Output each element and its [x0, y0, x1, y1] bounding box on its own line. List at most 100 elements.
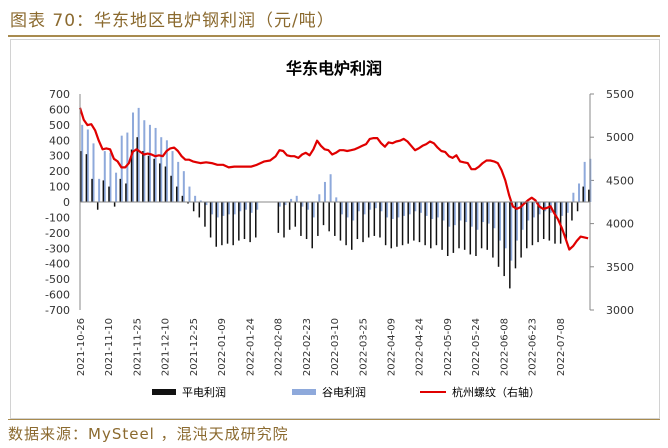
bar-valley	[561, 202, 564, 216]
right-tick-label: 3000	[606, 304, 634, 317]
x-tick-label: 2021-11-25	[132, 318, 143, 376]
bar-valley	[318, 194, 321, 202]
bar-valley	[171, 151, 174, 202]
bar-flat	[91, 178, 93, 202]
left-tick-label: -600	[45, 289, 70, 302]
bar-valley	[544, 202, 547, 212]
bar-flat	[277, 202, 280, 233]
bar-valley	[188, 186, 191, 202]
bar-flat	[80, 151, 82, 202]
bar-valley	[538, 202, 541, 215]
bar-valley	[250, 202, 253, 213]
bar-flat	[475, 202, 477, 256]
left-tick-label: -200	[45, 227, 70, 240]
bar-flat	[96, 202, 99, 210]
bar-valley	[120, 135, 123, 202]
bar-flat	[418, 202, 421, 243]
legend-swatch-flat	[152, 389, 176, 395]
bar-valley	[436, 202, 439, 218]
bar-flat	[486, 202, 488, 250]
right-tick-label: 3500	[606, 261, 634, 274]
series-valley-profit	[81, 107, 592, 261]
bar-flat	[226, 202, 229, 244]
bar-valley	[222, 202, 225, 216]
bar-flat	[181, 195, 184, 202]
bar-valley	[115, 172, 118, 202]
bar-flat	[469, 202, 472, 255]
bar-flat	[407, 202, 409, 244]
bar-flat	[554, 202, 556, 244]
bar-valley	[132, 112, 135, 202]
bar-valley	[357, 202, 360, 212]
bar-valley	[374, 202, 377, 209]
bar-valley	[419, 202, 422, 213]
title-divider	[8, 35, 660, 37]
bar-flat	[463, 202, 466, 250]
bar-flat	[452, 202, 455, 253]
bar-flat	[317, 202, 319, 236]
bar-flat	[424, 202, 426, 246]
bar-valley	[290, 198, 293, 202]
bar-flat	[322, 202, 325, 226]
bar-flat	[249, 202, 251, 243]
bar-flat	[311, 202, 313, 249]
bar-valley	[143, 120, 146, 202]
bar-flat	[255, 202, 257, 238]
bar-valley	[493, 202, 496, 229]
bar-flat	[125, 183, 127, 202]
left-tick-label: 100	[49, 181, 70, 194]
bar-valley	[244, 202, 247, 210]
bar-flat	[300, 202, 302, 236]
left-tick-label: 300	[49, 150, 70, 163]
right-tick-label: 4000	[606, 218, 634, 231]
bar-valley	[256, 202, 259, 210]
bar-flat	[334, 202, 336, 236]
bar-valley	[103, 151, 106, 202]
bar-valley	[498, 202, 501, 241]
bar-valley	[278, 202, 281, 207]
bar-valley	[414, 202, 417, 212]
bar-valley	[284, 202, 287, 206]
bar-flat	[175, 186, 178, 202]
left-tick-label: 600	[49, 103, 70, 116]
bar-valley	[329, 174, 332, 202]
x-tick-label: 2022-04-24	[415, 318, 426, 376]
bar-valley	[137, 107, 140, 202]
x-tick-label: 2022-01-09	[217, 318, 228, 376]
bar-flat	[305, 202, 308, 240]
bar-valley	[487, 202, 490, 224]
bar-flat	[102, 180, 105, 202]
bar-valley	[408, 202, 411, 215]
bar-valley	[194, 195, 197, 202]
figure-title: 图表 70：华东地区电炉钢利润（元/吨）	[10, 11, 335, 31]
bar-valley	[476, 202, 479, 230]
x-tick-label: 2022-06-08	[499, 318, 510, 376]
legend-swatch-valley	[292, 389, 316, 395]
source-divider	[8, 419, 660, 420]
axes-lines	[79, 94, 591, 310]
chart-title: 华东电炉利润	[285, 59, 382, 78]
bar-valley	[199, 200, 202, 202]
bar-valley	[521, 202, 524, 230]
bar-flat	[209, 202, 212, 238]
bar-valley	[380, 202, 383, 212]
x-tick-label: 2022-03-25	[358, 318, 369, 376]
x-tick-label: 2022-07-08	[556, 318, 567, 376]
bar-valley	[482, 202, 485, 223]
bar-valley	[301, 202, 304, 207]
bar-valley	[352, 202, 355, 221]
bar-valley	[453, 202, 456, 226]
x-tick-label: 2021-12-10	[161, 318, 172, 376]
bar-valley	[211, 202, 214, 215]
bar-flat	[520, 202, 522, 258]
bar-flat	[243, 202, 246, 240]
bar-valley	[312, 202, 315, 218]
bar-flat	[113, 202, 116, 207]
rebar-price-line	[78, 107, 589, 251]
bar-flat	[373, 202, 376, 236]
bar-valley	[465, 202, 468, 223]
bar-flat	[192, 202, 195, 212]
x-tick-label: 2021-12-25	[189, 318, 200, 376]
bar-flat	[565, 202, 568, 241]
x-tick-label: 2022-02-08	[274, 318, 285, 376]
